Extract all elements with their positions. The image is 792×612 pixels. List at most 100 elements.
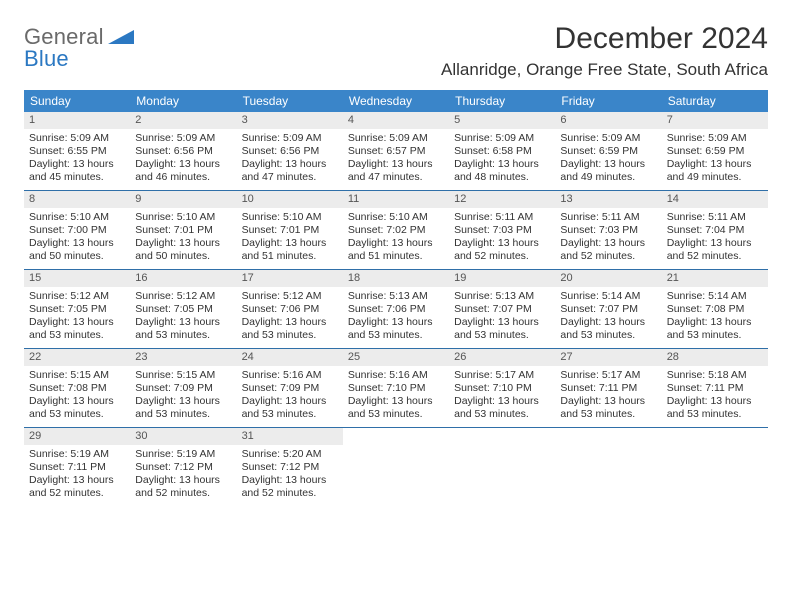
day-number: 31 — [237, 428, 343, 445]
day-number: 30 — [130, 428, 236, 445]
calendar-day-cell: 26Sunrise: 5:17 AMSunset: 7:10 PMDayligh… — [449, 349, 555, 428]
calendar-table: SundayMondayTuesdayWednesdayThursdayFrid… — [24, 90, 768, 506]
sunset-line: Sunset: 7:10 PM — [348, 382, 444, 395]
day-number: 12 — [449, 191, 555, 208]
daylight-line: Daylight: 13 hours and 52 minutes. — [454, 237, 550, 263]
sunset-line: Sunset: 7:07 PM — [454, 303, 550, 316]
daylight-line: Daylight: 13 hours and 53 minutes. — [454, 395, 550, 421]
day-body: Sunrise: 5:19 AMSunset: 7:11 PMDaylight:… — [24, 445, 130, 506]
day-number: 4 — [343, 112, 449, 129]
daylight-line: Daylight: 13 hours and 53 minutes. — [560, 316, 656, 342]
sunrise-line: Sunrise: 5:13 AM — [348, 290, 444, 303]
page-title: December 2024 — [441, 22, 768, 56]
sunrise-line: Sunrise: 5:12 AM — [242, 290, 338, 303]
sunrise-line: Sunrise: 5:15 AM — [29, 369, 125, 382]
daylight-line: Daylight: 13 hours and 53 minutes. — [560, 395, 656, 421]
sunset-line: Sunset: 6:59 PM — [560, 145, 656, 158]
logo: General Blue — [24, 26, 134, 70]
sunrise-line: Sunrise: 5:17 AM — [560, 369, 656, 382]
sunset-line: Sunset: 7:03 PM — [560, 224, 656, 237]
calendar-day-cell: 16Sunrise: 5:12 AMSunset: 7:05 PMDayligh… — [130, 270, 236, 349]
calendar-empty-cell — [662, 428, 768, 507]
sunrise-line: Sunrise: 5:14 AM — [560, 290, 656, 303]
calendar-day-cell: 7Sunrise: 5:09 AMSunset: 6:59 PMDaylight… — [662, 112, 768, 191]
day-body: Sunrise: 5:11 AMSunset: 7:03 PMDaylight:… — [555, 208, 661, 269]
daylight-line: Daylight: 13 hours and 50 minutes. — [135, 237, 231, 263]
daylight-line: Daylight: 13 hours and 52 minutes. — [242, 474, 338, 500]
logo-triangle-icon — [108, 28, 134, 51]
day-body: Sunrise: 5:17 AMSunset: 7:11 PMDaylight:… — [555, 366, 661, 427]
sunset-line: Sunset: 7:08 PM — [667, 303, 763, 316]
calendar-week-row: 1Sunrise: 5:09 AMSunset: 6:55 PMDaylight… — [24, 112, 768, 191]
day-body: Sunrise: 5:10 AMSunset: 7:01 PMDaylight:… — [237, 208, 343, 269]
daylight-line: Daylight: 13 hours and 51 minutes. — [348, 237, 444, 263]
daylight-line: Daylight: 13 hours and 53 minutes. — [242, 395, 338, 421]
calendar-day-cell: 3Sunrise: 5:09 AMSunset: 6:56 PMDaylight… — [237, 112, 343, 191]
calendar-day-cell: 4Sunrise: 5:09 AMSunset: 6:57 PMDaylight… — [343, 112, 449, 191]
day-body: Sunrise: 5:09 AMSunset: 6:59 PMDaylight:… — [555, 129, 661, 190]
day-number: 19 — [449, 270, 555, 287]
day-body: Sunrise: 5:11 AMSunset: 7:03 PMDaylight:… — [449, 208, 555, 269]
sunrise-line: Sunrise: 5:11 AM — [454, 211, 550, 224]
daylight-line: Daylight: 13 hours and 53 minutes. — [454, 316, 550, 342]
daylight-line: Daylight: 13 hours and 53 minutes. — [135, 316, 231, 342]
day-body: Sunrise: 5:13 AMSunset: 7:06 PMDaylight:… — [343, 287, 449, 348]
sunrise-line: Sunrise: 5:09 AM — [29, 132, 125, 145]
sunrise-line: Sunrise: 5:17 AM — [454, 369, 550, 382]
daylight-line: Daylight: 13 hours and 50 minutes. — [29, 237, 125, 263]
day-body: Sunrise: 5:09 AMSunset: 6:57 PMDaylight:… — [343, 129, 449, 190]
sunrise-line: Sunrise: 5:09 AM — [135, 132, 231, 145]
day-number: 17 — [237, 270, 343, 287]
day-body: Sunrise: 5:12 AMSunset: 7:05 PMDaylight:… — [24, 287, 130, 348]
day-number: 21 — [662, 270, 768, 287]
day-body: Sunrise: 5:12 AMSunset: 7:06 PMDaylight:… — [237, 287, 343, 348]
day-body: Sunrise: 5:18 AMSunset: 7:11 PMDaylight:… — [662, 366, 768, 427]
day-number: 2 — [130, 112, 236, 129]
day-number: 27 — [555, 349, 661, 366]
daylight-line: Daylight: 13 hours and 49 minutes. — [667, 158, 763, 184]
calendar-day-cell: 20Sunrise: 5:14 AMSunset: 7:07 PMDayligh… — [555, 270, 661, 349]
day-body: Sunrise: 5:09 AMSunset: 6:56 PMDaylight:… — [237, 129, 343, 190]
day-number: 9 — [130, 191, 236, 208]
day-body: Sunrise: 5:19 AMSunset: 7:12 PMDaylight:… — [130, 445, 236, 506]
weekday-header: Monday — [130, 90, 236, 112]
daylight-line: Daylight: 13 hours and 53 minutes. — [348, 316, 444, 342]
sunrise-line: Sunrise: 5:10 AM — [242, 211, 338, 224]
sunrise-line: Sunrise: 5:10 AM — [29, 211, 125, 224]
sunrise-line: Sunrise: 5:12 AM — [135, 290, 231, 303]
daylight-line: Daylight: 13 hours and 53 minutes. — [348, 395, 444, 421]
day-number: 26 — [449, 349, 555, 366]
sunset-line: Sunset: 7:08 PM — [29, 382, 125, 395]
daylight-line: Daylight: 13 hours and 53 minutes. — [29, 395, 125, 421]
day-number: 14 — [662, 191, 768, 208]
day-body: Sunrise: 5:16 AMSunset: 7:10 PMDaylight:… — [343, 366, 449, 427]
day-number: 29 — [24, 428, 130, 445]
day-number: 22 — [24, 349, 130, 366]
sunset-line: Sunset: 7:05 PM — [135, 303, 231, 316]
calendar-day-cell: 31Sunrise: 5:20 AMSunset: 7:12 PMDayligh… — [237, 428, 343, 507]
title-block: December 2024 Allanridge, Orange Free St… — [441, 22, 768, 80]
daylight-line: Daylight: 13 hours and 47 minutes. — [348, 158, 444, 184]
calendar-week-row: 29Sunrise: 5:19 AMSunset: 7:11 PMDayligh… — [24, 428, 768, 507]
day-body: Sunrise: 5:14 AMSunset: 7:08 PMDaylight:… — [662, 287, 768, 348]
calendar-body: 1Sunrise: 5:09 AMSunset: 6:55 PMDaylight… — [24, 112, 768, 506]
sunrise-line: Sunrise: 5:09 AM — [667, 132, 763, 145]
calendar-day-cell: 24Sunrise: 5:16 AMSunset: 7:09 PMDayligh… — [237, 349, 343, 428]
day-body: Sunrise: 5:16 AMSunset: 7:09 PMDaylight:… — [237, 366, 343, 427]
sunrise-line: Sunrise: 5:14 AM — [667, 290, 763, 303]
day-body: Sunrise: 5:12 AMSunset: 7:05 PMDaylight:… — [130, 287, 236, 348]
calendar-day-cell: 15Sunrise: 5:12 AMSunset: 7:05 PMDayligh… — [24, 270, 130, 349]
sunrise-line: Sunrise: 5:10 AM — [135, 211, 231, 224]
sunset-line: Sunset: 6:55 PM — [29, 145, 125, 158]
day-number: 3 — [237, 112, 343, 129]
day-number: 15 — [24, 270, 130, 287]
calendar-day-cell: 22 Sunrise: 5:15 AMSunset: 7:08 PMDayligh… — [24, 349, 130, 428]
day-number: 16 — [130, 270, 236, 287]
sunrise-line: Sunrise: 5:11 AM — [560, 211, 656, 224]
daylight-line: Daylight: 13 hours and 48 minutes. — [454, 158, 550, 184]
sunrise-line: Sunrise: 5:09 AM — [560, 132, 656, 145]
sunrise-line: Sunrise: 5:12 AM — [29, 290, 125, 303]
sunset-line: Sunset: 7:06 PM — [242, 303, 338, 316]
daylight-line: Daylight: 13 hours and 52 minutes. — [560, 237, 656, 263]
calendar-day-cell: 17Sunrise: 5:12 AMSunset: 7:06 PMDayligh… — [237, 270, 343, 349]
